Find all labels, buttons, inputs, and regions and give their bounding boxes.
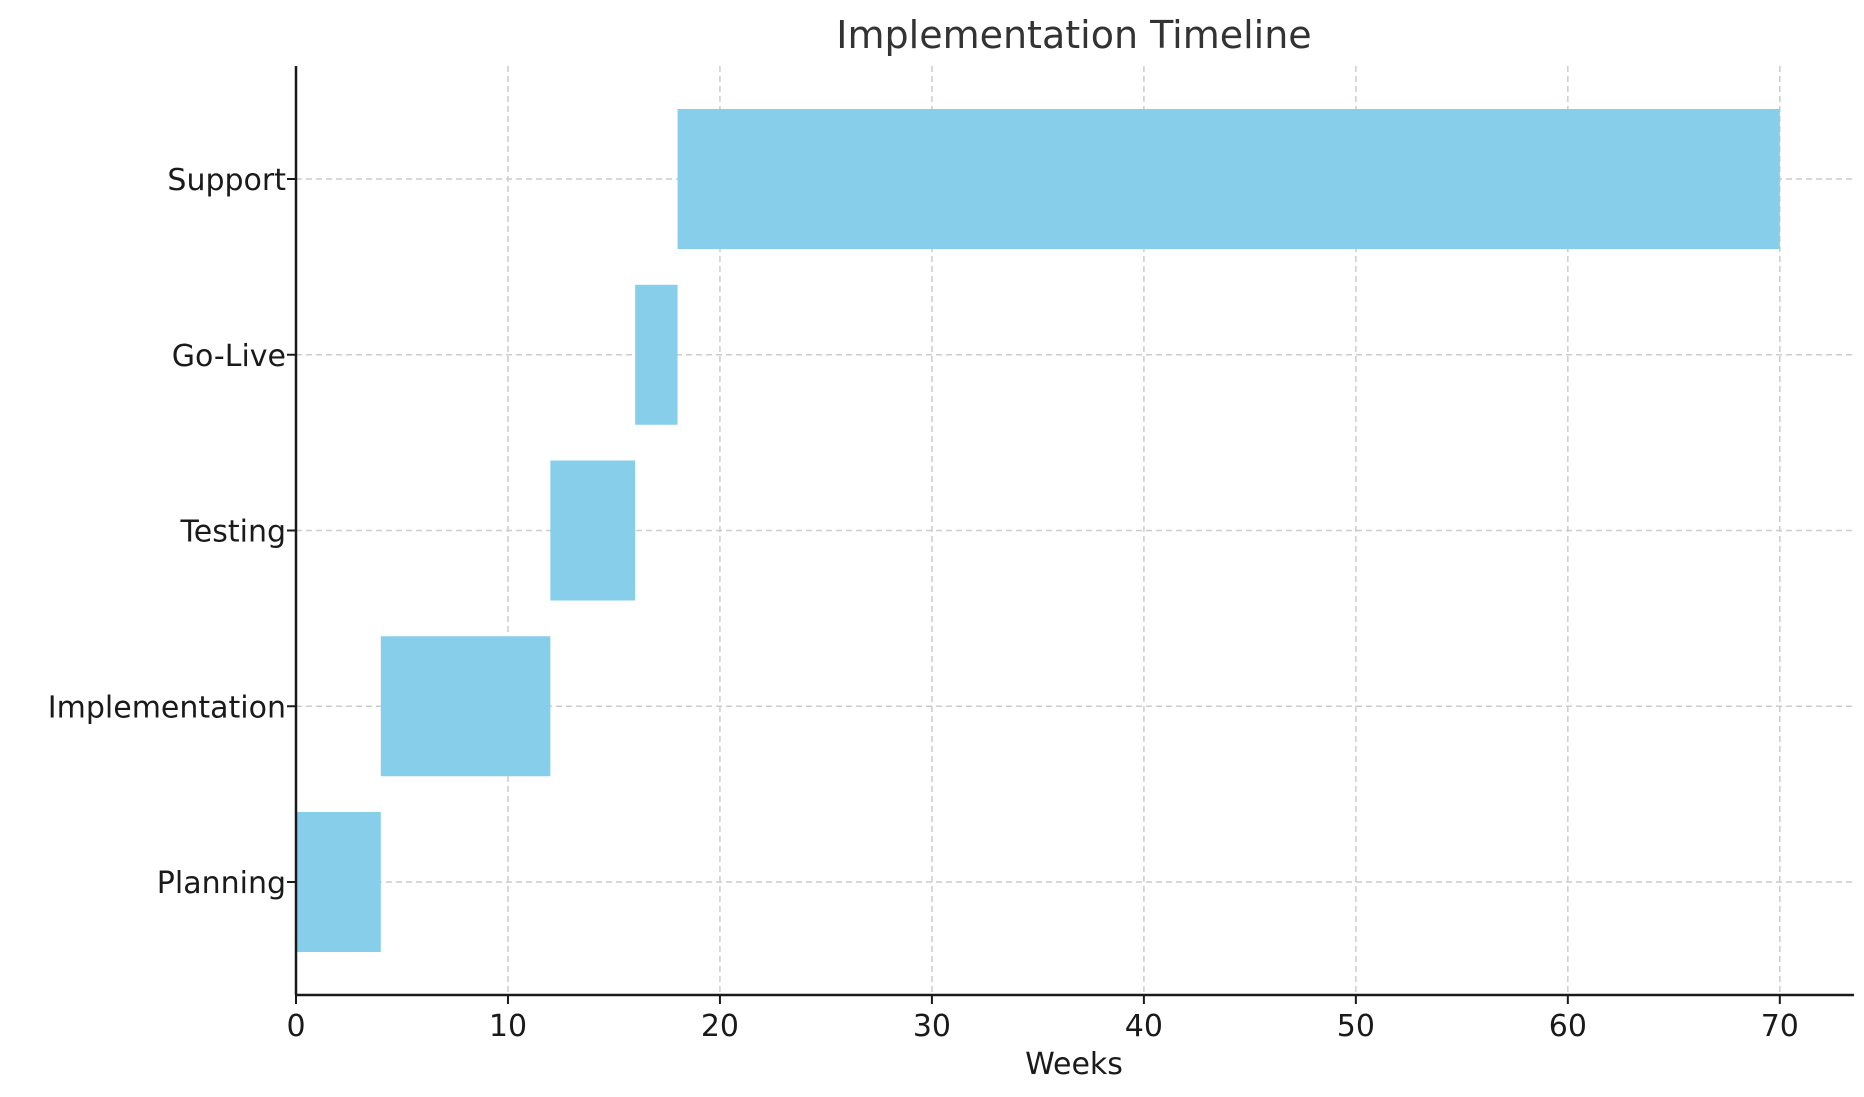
bar-layer [296,109,1780,952]
chart-title: Implementation Timeline [836,13,1311,57]
y-tick-label: Go-Live [172,339,286,374]
x-tick-label: 60 [1549,1009,1587,1044]
task-bar-planning [296,812,381,952]
y-tick-label: Implementation [48,690,286,725]
x-tick-label: 30 [913,1009,951,1044]
x-tick-label: 40 [1125,1009,1163,1044]
y-tick-label: Planning [157,866,286,901]
y-tick-label: Support [167,163,286,198]
x-tick-label: 0 [286,1009,305,1044]
task-bar-go-live [635,284,678,425]
x-tick-label: 10 [489,1009,527,1044]
task-bar-testing [550,460,636,601]
label-layer: 0 10 20 30 40 50 60 70 Planning Implementation Tes… [48,163,1799,1044]
y-tick-label: Testing [180,515,286,550]
task-bar-support [677,109,1780,249]
task-bar-implementation [380,636,551,777]
x-tick-label: 70 [1761,1009,1799,1044]
x-tick-label: 50 [1337,1009,1375,1044]
x-tick-label: 20 [701,1009,739,1044]
x-axis-label: Weeks [1025,1047,1123,1082]
